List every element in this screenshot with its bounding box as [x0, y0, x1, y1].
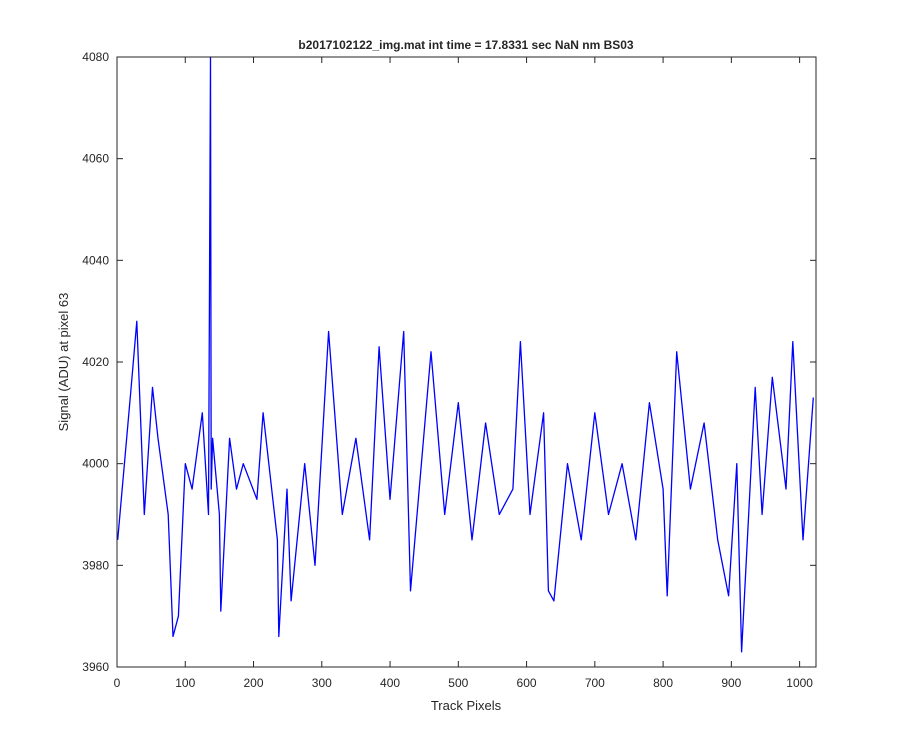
x-tick-label: 500	[448, 676, 468, 690]
x-tick-label: 100	[175, 676, 195, 690]
x-tick-label: 800	[653, 676, 673, 690]
y-tick-label: 4040	[82, 253, 109, 267]
y-tick-label: 3980	[82, 558, 109, 572]
x-tick-label: 900	[721, 676, 741, 690]
y-tick-label: 4060	[82, 152, 109, 166]
x-tick-label: 300	[312, 676, 332, 690]
series-layer	[117, 56, 814, 653]
plot-area	[117, 57, 816, 667]
y-axis: 3960 3980 4000 4020 4040 4060 4080	[82, 50, 816, 674]
y-tick-label: 4000	[82, 457, 109, 471]
y-tick-label: 4080	[82, 50, 109, 64]
x-tick-label: 600	[517, 676, 537, 690]
x-tick-label: 400	[380, 676, 400, 690]
x-axis-label: Track Pixels	[431, 698, 502, 713]
x-tick-label: 0	[114, 676, 121, 690]
chart-title: b2017102122_img.mat int time = 17.8331 s…	[298, 38, 634, 52]
y-tick-label: 4020	[82, 355, 109, 369]
x-axis: 0 100 200 300 400 500 600 700 800 900 1000	[114, 57, 813, 690]
x-tick-label: 700	[585, 676, 605, 690]
y-axis-label: Signal (ADU) at pixel 63	[56, 293, 71, 432]
x-tick-label: 1000	[786, 676, 813, 690]
x-tick-label: 200	[244, 676, 264, 690]
axes-background	[117, 57, 816, 667]
series-line-0	[117, 56, 814, 653]
y-tick-label: 3960	[82, 660, 109, 674]
